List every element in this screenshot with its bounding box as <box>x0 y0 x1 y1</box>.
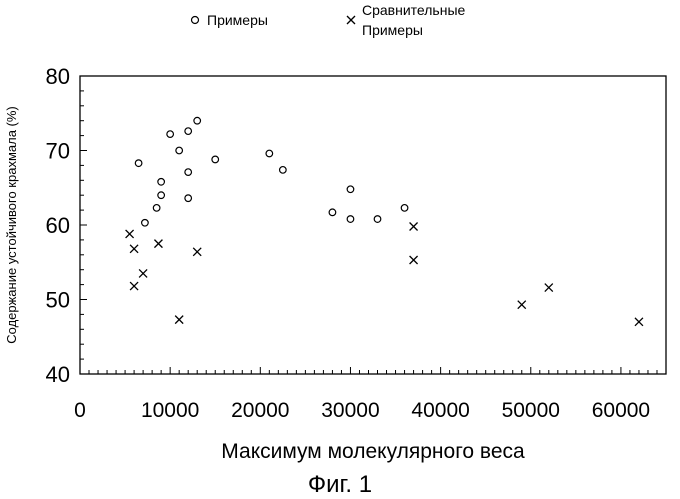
data-point-circle <box>167 131 174 138</box>
data-point-cross <box>154 240 162 248</box>
legend-marker-circle <box>192 17 199 24</box>
data-point-circle <box>347 186 354 193</box>
data-point-cross <box>126 230 134 238</box>
x-tick-label: 30000 <box>321 399 379 422</box>
data-point-circle <box>185 195 192 202</box>
x-tick-label: 40000 <box>411 399 469 422</box>
data-point-cross <box>545 284 553 292</box>
data-point-circle <box>153 205 160 212</box>
legend: Примеры Сравнительные Примеры <box>192 2 466 38</box>
data-point-cross <box>193 248 201 256</box>
data-point-circle <box>374 216 381 223</box>
x-axis-label: Максимум молекулярного веса <box>221 440 525 463</box>
data-point-cross <box>635 318 643 326</box>
data-point-cross <box>410 256 418 264</box>
y-tick-label: 60 <box>46 213 70 238</box>
data-point-cross <box>130 245 138 253</box>
data-point-circle <box>280 167 287 174</box>
y-tick-label: 70 <box>46 139 70 164</box>
y-axis-label: Содержание устойчивого крахмала (%) <box>4 106 19 344</box>
data-point-circle <box>185 169 192 176</box>
data-point-circle <box>135 160 142 167</box>
data-point-circle <box>185 128 192 135</box>
data-point-circle <box>212 156 219 163</box>
x-axis: 0 10000 20000 30000 40000 50000 60000 <box>74 367 666 422</box>
y-axis: 40 50 60 70 80 <box>46 64 87 387</box>
data-point-cross <box>410 222 418 230</box>
data-point-circle <box>176 147 183 154</box>
data-point-circle <box>158 192 165 199</box>
x-tick-label: 20000 <box>231 399 289 422</box>
data-point-cross <box>130 282 138 290</box>
data-point-cross <box>139 269 147 277</box>
x-tick-label: 50000 <box>502 399 560 422</box>
data-point-circle <box>194 117 201 124</box>
legend-label-comparative-line-1: Сравнительные <box>362 2 466 18</box>
data-point-circle <box>266 150 273 157</box>
series-examples <box>135 117 408 226</box>
data-point-cross <box>518 301 526 309</box>
data-point-circle <box>329 209 336 216</box>
plot-frame <box>80 76 666 374</box>
x-tick-label: 0 <box>74 399 86 422</box>
data-point-cross <box>175 316 183 324</box>
legend-marker-cross <box>347 16 355 24</box>
x-tick-label: 10000 <box>141 399 199 422</box>
y-tick-label: 40 <box>46 362 70 387</box>
y-tick-label: 80 <box>46 64 70 89</box>
legend-label-comparative-line-2: Примеры <box>362 22 423 38</box>
y-tick-label: 50 <box>46 288 70 313</box>
data-points <box>126 117 643 325</box>
data-point-circle <box>347 216 354 223</box>
data-point-circle <box>158 178 165 185</box>
series-comparative-examples <box>126 222 643 325</box>
x-tick-label: 60000 <box>592 399 650 422</box>
figure-caption: Фиг. 1 <box>308 471 372 498</box>
data-point-circle <box>401 205 408 212</box>
data-point-circle <box>142 219 149 226</box>
legend-label-examples: Примеры <box>207 12 268 28</box>
